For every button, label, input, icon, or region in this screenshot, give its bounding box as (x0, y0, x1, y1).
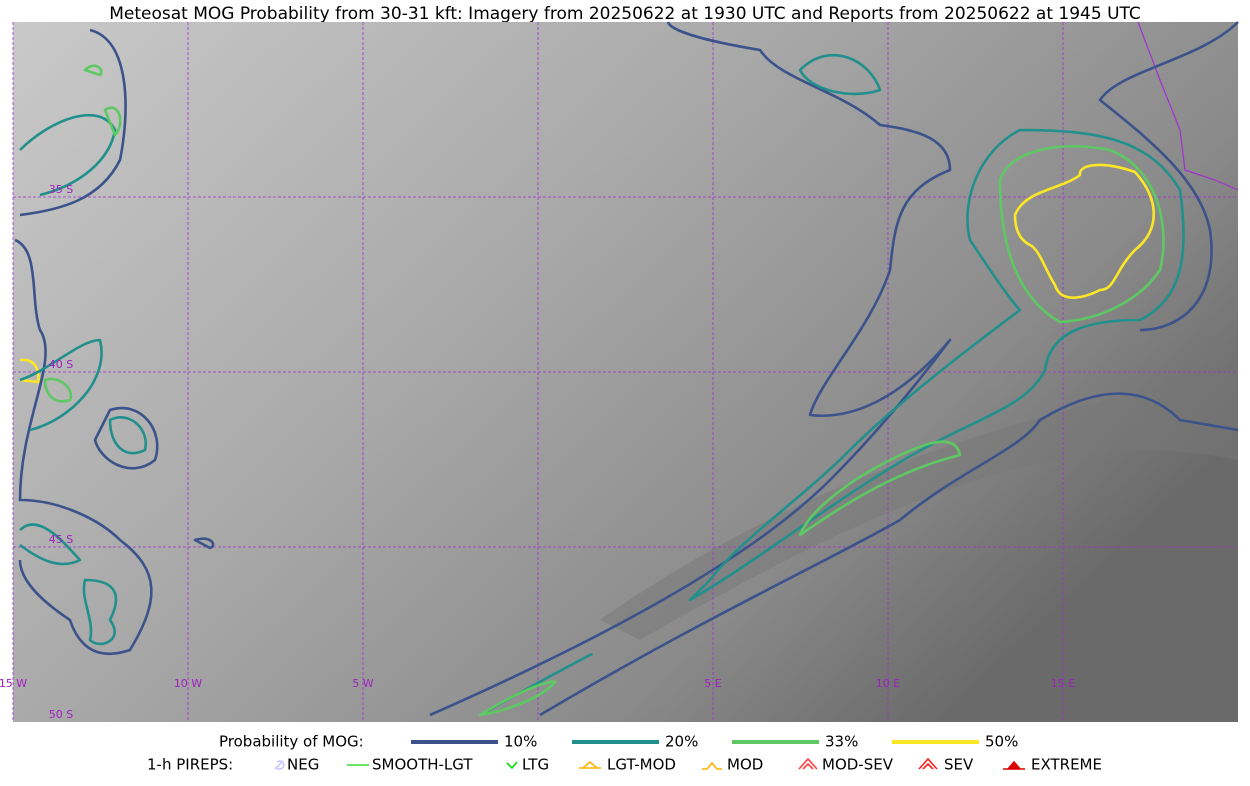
legend-label: SMOOTH-LGT (372, 756, 473, 774)
pirep-symbol (579, 760, 601, 769)
pirep-symbol (1003, 760, 1025, 770)
lat-label: 35 S (49, 183, 73, 196)
lon-label: 10 E (876, 677, 900, 690)
legend-label: MOD (727, 756, 763, 774)
lon-label: 15 E (1051, 677, 1075, 690)
lon-label: 10 W (174, 677, 202, 690)
pirep-symbol (702, 761, 722, 770)
legend-label: EXTREME (1031, 756, 1102, 774)
map: 15 W 10 W 5 W 5 E 10 E 15 E 35 S 40 S 45… (0, 21, 1239, 722)
lon-label: 15 W (0, 677, 27, 690)
legend-label: LGT-MOD (607, 756, 676, 774)
lat-label: 45 S (49, 533, 73, 546)
legend-label: 20% (665, 733, 698, 751)
title: Meteosat MOG Probability from 30-31 kft:… (109, 4, 1141, 24)
legend-label: 10% (504, 733, 537, 751)
legend-label: 33% (825, 733, 858, 751)
legend-label: 50% (985, 733, 1018, 751)
legend-label: SEV (944, 756, 974, 774)
coastline (1137, 21, 1239, 191)
pirep-symbol (918, 757, 938, 770)
pirep-symbol (798, 757, 818, 770)
legend-title: Probability of MOG: (219, 733, 364, 751)
lon-label: 5 W (352, 677, 373, 690)
legend-label: LTG (522, 756, 549, 774)
pirep-symbol (274, 760, 285, 770)
legend-label: MOD-SEV (822, 756, 894, 774)
legend-label: NEG (287, 756, 319, 774)
legend: Probability of MOG: 1-h PIREPS: 10% 20% 33… (147, 733, 1102, 774)
contours (14, 21, 1239, 717)
lon-label: 5 E (704, 677, 721, 690)
pirep-symbol (506, 761, 518, 770)
legend-title: 1-h PIREPS: (147, 756, 233, 774)
axis-labels: 15 W 10 W 5 W 5 E 10 E 15 E 35 S 40 S 45… (0, 183, 1075, 721)
lat-label: 50 S (49, 708, 73, 721)
lat-label: 40 S (49, 358, 73, 371)
dark-band (600, 370, 1238, 640)
